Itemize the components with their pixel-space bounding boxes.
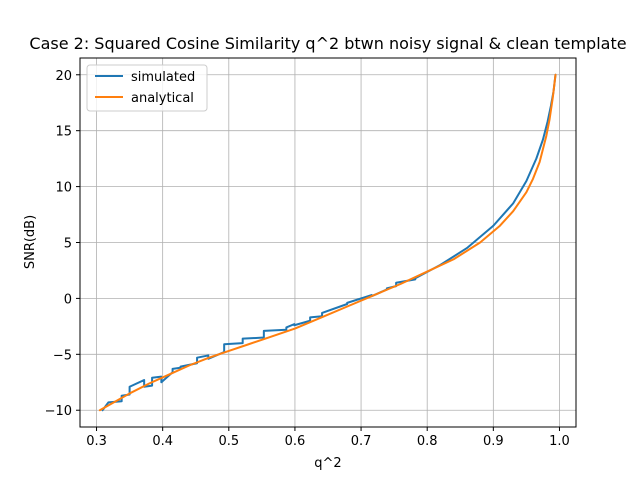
y-tick-label: −5 <box>53 348 72 363</box>
x-tick-label: 0.5 <box>218 434 239 449</box>
y-tick-label: 20 <box>55 69 72 84</box>
legend: simulated analytical <box>86 64 208 112</box>
x-tick-label: 0.8 <box>417 434 438 449</box>
chart-title: Case 2: Squared Cosine Similarity q^2 bt… <box>29 34 626 53</box>
y-tick-label: −10 <box>45 404 72 419</box>
x-tick-label: 0.3 <box>86 434 107 449</box>
y-tick-label: 0 <box>64 292 72 307</box>
x-tick-label: 0.4 <box>152 434 173 449</box>
y-axis-label: SNR(dB) <box>23 215 38 269</box>
series-line-analytical <box>98 73 557 412</box>
y-tick-label: 15 <box>55 125 72 140</box>
ticks: 0.3 0.4 0.5 0.6 0.7 0.8 0.9 1.0 −10 −5 0 5 10 15 20 <box>45 69 570 449</box>
y-tick-label: 10 <box>55 181 72 196</box>
legend-label-simulated: simulated <box>131 70 195 85</box>
x-tick-label: 1.0 <box>549 434 570 449</box>
series-line-simulated <box>101 73 557 412</box>
y-tick-label: 5 <box>64 237 72 252</box>
legend-label-analytical: analytical <box>131 91 194 106</box>
x-tick-label: 0.7 <box>351 434 372 449</box>
series-layer <box>98 73 557 412</box>
x-tick-label: 0.9 <box>483 434 504 449</box>
x-axis-label: q^2 <box>314 456 341 471</box>
grid <box>80 58 576 427</box>
x-tick-label: 0.6 <box>285 434 306 449</box>
